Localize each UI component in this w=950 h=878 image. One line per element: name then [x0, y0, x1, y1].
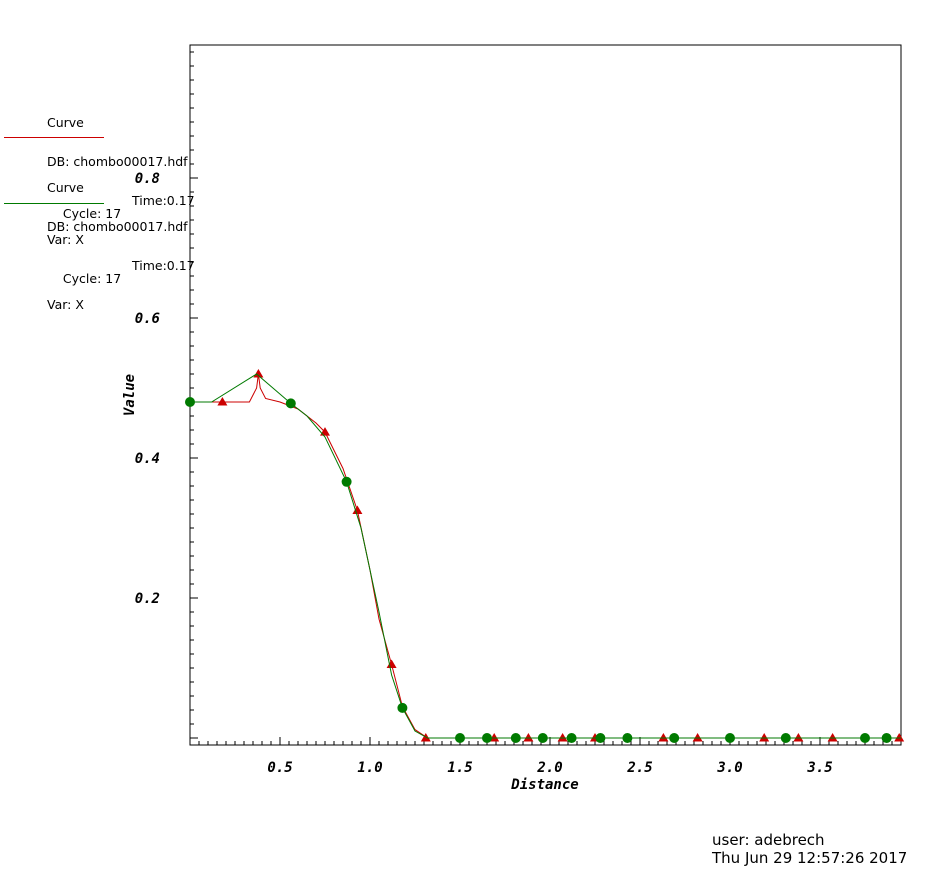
x-tick-label: 3.0 — [716, 760, 742, 776]
data-point-circle — [595, 733, 606, 743]
data-point-circle — [455, 733, 465, 743]
footer-datetime: Thu Jun 29 12:57:26 2017 — [712, 849, 908, 867]
data-point-triangle — [523, 733, 534, 742]
x-tick-label: 1.5 — [447, 760, 472, 776]
data-point-circle — [185, 397, 195, 407]
legend-var: Var: X — [47, 297, 84, 312]
data-point-circle — [566, 733, 577, 743]
legend-var: Var: X — [47, 232, 84, 247]
data-point-circle — [622, 733, 633, 743]
data-point-circle — [780, 733, 791, 743]
data-point-triangle — [827, 733, 838, 742]
legend-entry-2: Curve DB: chombo00017.hdf Cycle: 17 Time… — [47, 155, 195, 324]
legend-time: Time:0.17 — [132, 193, 195, 208]
data-point-triangle — [352, 505, 363, 514]
legend-entry-1: Curve DB: chombo00017.hdf Cycle: 17 Time… — [47, 90, 195, 259]
y-tick-label: 0.4 — [135, 451, 160, 467]
data-point-triangle — [894, 733, 905, 742]
y-axis-title: Value — [122, 374, 138, 416]
legend-cycle: Cycle: 17 — [62, 271, 122, 286]
data-point-triangle — [658, 733, 669, 742]
data-point-triangle — [793, 733, 804, 742]
x-tick-label: 2.5 — [626, 760, 652, 776]
series-layer — [185, 369, 905, 743]
footer-user: user: adebrech — [712, 831, 825, 849]
series-line-1 — [190, 373, 901, 739]
legend-swatch-red — [4, 137, 104, 138]
series-line-2 — [190, 373, 901, 739]
x-tick-label: 1.0 — [357, 760, 382, 776]
y-tick-label: 0.2 — [135, 591, 160, 607]
data-point-triangle — [386, 659, 397, 668]
legend-time: Time:0.17 — [132, 258, 195, 273]
data-point-circle — [341, 476, 352, 487]
y-tick-label: 0.6 — [135, 311, 160, 327]
x-tick-label: 2.0 — [536, 760, 562, 776]
legend-title: Curve — [47, 180, 84, 195]
data-point-triangle — [217, 397, 228, 406]
x-tick-label: 3.5 — [806, 760, 832, 776]
plot-area — [189, 44, 902, 746]
data-point-triangle — [692, 733, 703, 742]
x-axis-title: Distance — [510, 777, 578, 793]
legend-title: Curve — [47, 115, 84, 130]
y-tick-label: 0.8 — [135, 171, 160, 187]
data-point-circle — [881, 733, 892, 743]
axis-ticks: 0.5 1.0 1.5 2.0 2.5 3.0 3.5 0.2 0.4 0.6 0.8 — [135, 51, 893, 776]
data-point-circle — [510, 733, 521, 743]
legend-db: DB: chombo00017.hdf — [47, 154, 188, 169]
data-point-circle — [860, 733, 870, 743]
legend-cycle-row: Cycle: 17 Time:0.17 — [47, 194, 195, 220]
data-point-circle — [669, 733, 680, 743]
data-point-circle — [725, 733, 735, 743]
legend-db: DB: chombo00017.hdf — [47, 219, 188, 234]
data-point-circle — [482, 733, 492, 743]
data-point-circle — [285, 398, 296, 409]
legend-cycle-row: Cycle: 17 Time:0.17 — [47, 259, 195, 285]
data-point-triangle — [557, 733, 568, 742]
legend-cycle: Cycle: 17 — [62, 206, 122, 221]
data-point-triangle — [253, 369, 264, 378]
legend-swatch-green — [4, 203, 104, 204]
data-point-circle — [397, 702, 408, 713]
data-point-triangle — [759, 733, 770, 742]
x-tick-label: 0.5 — [267, 760, 292, 776]
data-point-circle — [537, 733, 548, 743]
